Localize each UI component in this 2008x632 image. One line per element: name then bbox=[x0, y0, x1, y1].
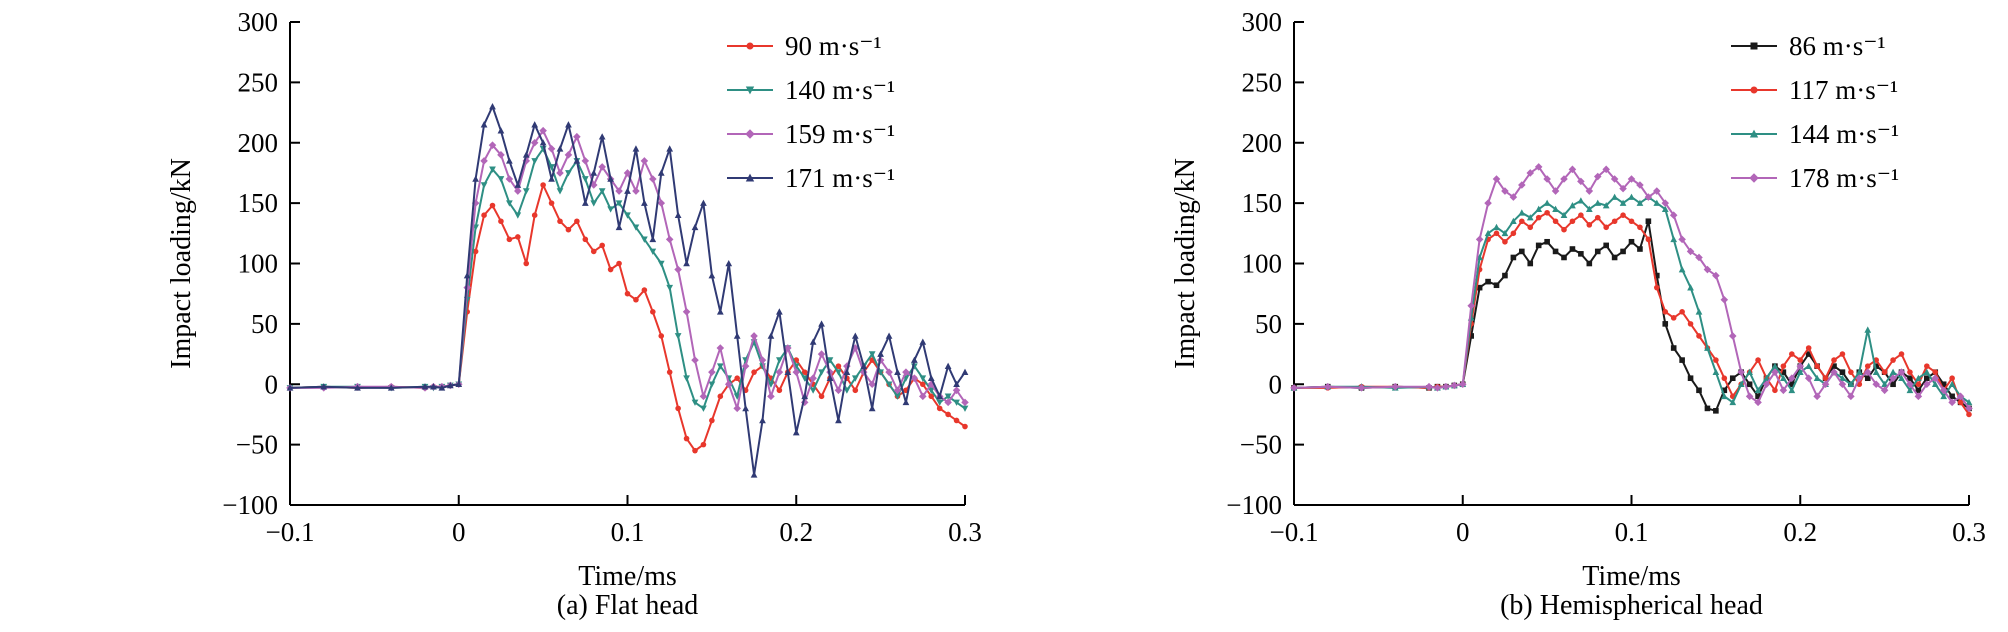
svg-text:−50: −50 bbox=[1240, 430, 1282, 460]
svg-text:300: 300 bbox=[1242, 7, 1283, 37]
svg-text:171 m·s⁻¹: 171 m·s⁻¹ bbox=[785, 163, 895, 193]
svg-text:0: 0 bbox=[265, 369, 279, 399]
svg-text:0.1: 0.1 bbox=[611, 517, 645, 547]
svg-text:−50: −50 bbox=[236, 430, 278, 460]
line-chart-flat-head: −0.1 0 0.1 0.2 0.3 −100 −50 0 50 100 150 200 250 300 T… bbox=[166, 7, 982, 592]
line-chart-hemispherical-head: −0.1 0 0.1 0.2 0.3 −100 −50 0 50 100 150 200 250 300 T… bbox=[1170, 7, 1986, 592]
svg-text:0.3: 0.3 bbox=[1952, 517, 1986, 547]
svg-text:−0.1: −0.1 bbox=[266, 517, 315, 547]
chart-panel-b: −0.1 0 0.1 0.2 0.3 −100 −50 0 50 100 150 200 250 300 T… bbox=[1004, 0, 2008, 632]
svg-text:0: 0 bbox=[1269, 369, 1283, 399]
svg-text:100: 100 bbox=[1242, 249, 1283, 279]
svg-text:50: 50 bbox=[1255, 309, 1282, 339]
svg-text:250: 250 bbox=[1242, 67, 1283, 97]
svg-text:200: 200 bbox=[1242, 128, 1283, 158]
svg-text:0.2: 0.2 bbox=[779, 517, 813, 547]
chart-b-caption: (b) Hemispherical head bbox=[1500, 590, 1763, 621]
svg-text:−0.1: −0.1 bbox=[1270, 517, 1319, 547]
svg-text:50: 50 bbox=[251, 309, 278, 339]
svg-text:0.3: 0.3 bbox=[948, 517, 982, 547]
svg-text:250: 250 bbox=[238, 67, 279, 97]
svg-text:0.1: 0.1 bbox=[1615, 517, 1649, 547]
chart-a-caption: (a) Flat head bbox=[556, 590, 699, 621]
svg-text:0: 0 bbox=[1456, 517, 1470, 547]
svg-text:144 m·s⁻¹: 144 m·s⁻¹ bbox=[1789, 119, 1899, 149]
svg-text:Impact loading/kN: Impact loading/kN bbox=[166, 158, 197, 369]
svg-text:Time/ms: Time/ms bbox=[578, 561, 677, 592]
svg-text:178 m·s⁻¹: 178 m·s⁻¹ bbox=[1789, 163, 1899, 193]
svg-text:−100: −100 bbox=[1226, 490, 1282, 520]
svg-text:159 m·s⁻¹: 159 m·s⁻¹ bbox=[785, 119, 895, 149]
svg-text:100: 100 bbox=[238, 249, 279, 279]
svg-text:150: 150 bbox=[238, 188, 279, 218]
svg-text:117 m·s⁻¹: 117 m·s⁻¹ bbox=[1789, 75, 1898, 105]
svg-text:300: 300 bbox=[238, 7, 279, 37]
svg-text:150: 150 bbox=[1242, 188, 1283, 218]
svg-text:Impact loading/kN: Impact loading/kN bbox=[1170, 158, 1201, 369]
svg-text:140 m·s⁻¹: 140 m·s⁻¹ bbox=[785, 75, 895, 105]
svg-text:Time/ms: Time/ms bbox=[1582, 561, 1681, 592]
svg-text:86 m·s⁻¹: 86 m·s⁻¹ bbox=[1789, 31, 1886, 61]
chart-panel-a: −0.1 0 0.1 0.2 0.3 −100 −50 0 50 100 150 200 250 300 T… bbox=[166, 7, 982, 621]
svg-text:200: 200 bbox=[238, 128, 279, 158]
svg-text:−100: −100 bbox=[222, 490, 278, 520]
svg-text:90 m·s⁻¹: 90 m·s⁻¹ bbox=[785, 31, 882, 61]
svg-text:0: 0 bbox=[452, 517, 466, 547]
svg-text:0.2: 0.2 bbox=[1783, 517, 1817, 547]
